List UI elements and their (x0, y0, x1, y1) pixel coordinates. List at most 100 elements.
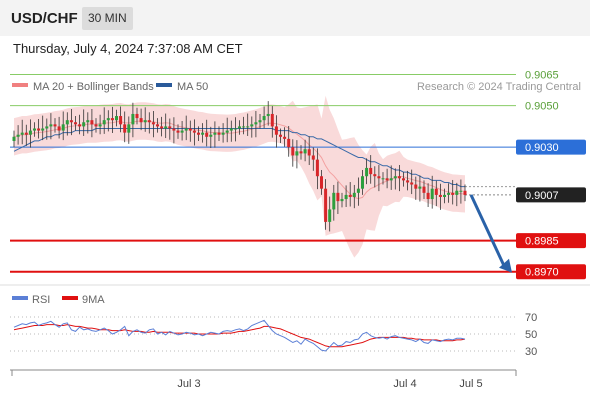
candle-body (397, 176, 401, 179)
symbol-title: USD/CHF (11, 10, 78, 27)
candle-body (274, 126, 278, 135)
candle-body (24, 132, 28, 135)
candle-body (49, 124, 53, 127)
candle-body (172, 128, 176, 131)
candle-body (123, 124, 127, 133)
candle-body (299, 151, 303, 154)
candle-body (369, 167, 373, 175)
top-bar: USD/CHF 30 MIN (0, 0, 590, 36)
candle-body (192, 130, 196, 133)
candle-body (176, 130, 180, 133)
candle-body (57, 126, 61, 131)
candle-body (250, 124, 254, 127)
candle-body (209, 134, 213, 137)
candle-body (303, 149, 307, 154)
candle-body (131, 113, 135, 125)
level-tag (516, 233, 586, 249)
legend-label: MA 20 + Bollinger Bands (33, 81, 154, 93)
candle-body (217, 132, 221, 135)
candle-body (320, 176, 323, 189)
candle-body (135, 113, 139, 119)
candle-body (106, 118, 110, 121)
level-tag (516, 264, 586, 280)
candle-body (438, 194, 442, 197)
candle-body (16, 134, 20, 137)
candle-body (160, 126, 164, 129)
level-label: 0.8985 (525, 236, 559, 248)
candle-body (229, 128, 233, 131)
candle-body (365, 167, 369, 177)
candle-body (168, 126, 172, 129)
candle-body (315, 159, 319, 177)
candle-body (311, 155, 315, 160)
candle-body (33, 128, 36, 131)
candle-body (12, 136, 16, 141)
candle-body (426, 192, 430, 200)
rsi-line (13, 319, 466, 352)
candle-body (127, 124, 131, 133)
candle-body (151, 122, 155, 125)
candle-body (418, 186, 422, 189)
candle-body (197, 132, 200, 135)
level-tag (516, 187, 586, 203)
candle-body (98, 124, 102, 127)
rsi-tick-label: 30 (525, 346, 537, 358)
candle-body (270, 113, 274, 127)
candle-body (86, 120, 90, 123)
level-tag (516, 139, 586, 155)
candle-body (61, 124, 65, 131)
candle-body (463, 190, 467, 195)
candle-body (447, 192, 451, 195)
candle-body (242, 126, 246, 128)
candle-body (37, 128, 41, 131)
candle-body (254, 122, 258, 125)
candle-body (266, 113, 270, 117)
candle-body (233, 128, 237, 130)
candle-body (143, 120, 147, 123)
legend-swatch (12, 83, 28, 87)
candle-body (147, 120, 151, 123)
candle-body (246, 126, 250, 128)
candle-body (340, 199, 344, 202)
candle-body (434, 188, 438, 195)
candle-body (28, 130, 32, 135)
candle-body (422, 186, 426, 193)
projection-arrowhead (499, 258, 512, 273)
candle-body (393, 176, 397, 179)
candle-body (225, 130, 229, 133)
candle-body (279, 134, 282, 137)
candle-body (291, 147, 295, 156)
research-credit: Research © 2024 Trading Central (417, 81, 581, 93)
candle-body (410, 182, 414, 185)
candle-body (213, 132, 217, 135)
rsi-legend-swatch (62, 296, 78, 300)
candle-body (352, 192, 356, 197)
candle-body (307, 149, 311, 156)
candle-body (373, 174, 377, 177)
rsi-legend-swatch (12, 296, 28, 300)
candle-body (283, 136, 287, 139)
candle-body (74, 122, 77, 125)
candle-body (385, 178, 389, 181)
candle-body (324, 188, 328, 222)
candle-body (90, 120, 94, 125)
candle-body (377, 176, 381, 179)
candle-body (451, 192, 455, 195)
candle-body (69, 120, 73, 123)
candle-body (430, 188, 434, 200)
candle-body (348, 194, 352, 197)
candle-body (53, 124, 57, 127)
candle-body (41, 128, 45, 131)
candle-body (389, 178, 393, 181)
candle-body (201, 132, 205, 135)
timeframe-button[interactable]: 30 MIN (82, 7, 133, 30)
rsi-legend-label: 9MA (82, 294, 105, 306)
candle-body (336, 192, 340, 202)
bollinger-band (14, 95, 465, 258)
candle-body (45, 126, 49, 129)
rsi-tick-label: 70 (525, 312, 537, 324)
candle-body (221, 132, 225, 135)
candle-body (332, 192, 336, 210)
chart-datetime: Thursday, July 4, 2024 7:37:08 AM CET (13, 41, 243, 56)
